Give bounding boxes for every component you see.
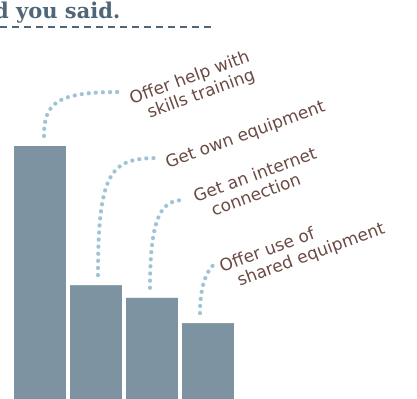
- bar-1: [70, 285, 122, 399]
- leader-dots-3: [198, 262, 217, 316]
- leader-dots-2: [148, 198, 187, 290]
- leader-dots-0: [42, 90, 122, 138]
- category-label-0: Offer help withskills training: [127, 47, 259, 127]
- title-fragment: d you said.: [0, 0, 120, 23]
- bar-3: [182, 323, 234, 399]
- bar-0: [14, 146, 66, 399]
- leader-dots-1: [96, 156, 162, 278]
- bar-2: [126, 297, 178, 399]
- category-label-3: Offer use ofshared equipment: [217, 201, 388, 295]
